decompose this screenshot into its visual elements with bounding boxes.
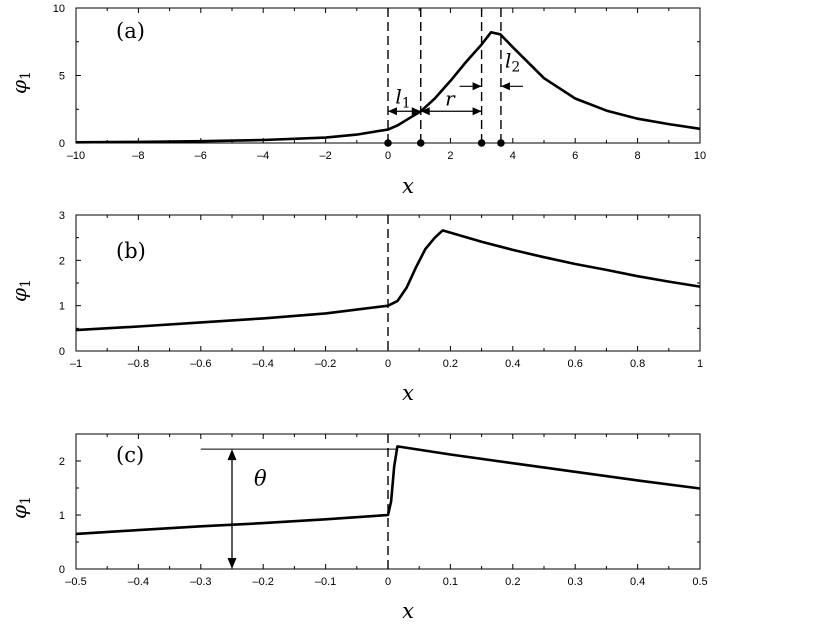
theta-arrow-up: [227, 449, 237, 461]
x-tick-label: 0.2: [505, 576, 520, 588]
l2-arrow-right: [500, 82, 510, 91]
y-axis-label: φ1: [7, 71, 34, 94]
y-tick-label: 3: [59, 210, 65, 222]
y-axis-label: φ1: [7, 279, 34, 302]
l1-arrow-left: [388, 107, 397, 116]
x-tick-label: 0.2: [443, 358, 458, 370]
y-tick-label: 2: [59, 255, 65, 267]
x-tick-label: 8: [635, 150, 641, 162]
x-tick-label: 0.8: [630, 358, 645, 370]
theta-label: θ: [254, 466, 267, 490]
panel-label: (a): [116, 19, 145, 43]
x-tick-label: 6: [572, 150, 578, 162]
y-tick-label: 0: [59, 138, 65, 150]
x-tick-label: –0.2: [252, 576, 273, 588]
y-tick-label: 10: [53, 3, 65, 15]
x-tick-label: –0.3: [190, 576, 211, 588]
x-tick-label: –0.4: [128, 576, 149, 588]
x-tick-label: –0.4: [252, 358, 273, 370]
x-tick-label: 0.1: [443, 576, 458, 588]
x-tick-label: 0: [385, 150, 391, 162]
x-tick-label: –6: [195, 150, 207, 162]
x-tick-label: –0.2: [315, 358, 336, 370]
x-tick-label: 2: [447, 150, 453, 162]
r-arrow-left: [420, 107, 430, 116]
x-tick-label: –8: [132, 150, 144, 162]
y-axis-label-subscript: 1: [18, 71, 34, 80]
y-tick-label: 1: [59, 510, 65, 522]
x-tick-label: 0.6: [568, 358, 583, 370]
x-tick-label: 0.5: [692, 576, 707, 588]
panel-label: (b): [116, 239, 146, 263]
y-axis-label-subscript: 1: [18, 279, 34, 288]
y-tick-label: 5: [59, 71, 65, 83]
l1-label: l1: [395, 84, 410, 111]
x-tick-label: –2: [319, 150, 331, 162]
x-tick-label: 1: [697, 358, 703, 370]
panel-label: (c): [116, 443, 144, 467]
x-tick-label: 4: [510, 150, 516, 162]
x-tick-label: –1: [70, 358, 82, 370]
r-label: r: [445, 86, 456, 110]
y-tick-label: 2: [59, 456, 65, 468]
x-tick-label: –0.8: [128, 358, 149, 370]
y-axis-label: φ1: [7, 496, 34, 519]
x-tick-label: 10: [694, 150, 706, 162]
data-curve: [75, 30, 701, 144]
x-tick-label: 0.4: [505, 358, 520, 370]
l2-label-subscript: 2: [511, 59, 520, 75]
y-axis-label-subscript: 1: [18, 496, 34, 505]
x-tick-label: 0: [385, 358, 391, 370]
y-tick-label: 0: [59, 346, 65, 358]
panel-b: –1 –0.8 –0.6 –0.4 –0.2 0 0.2 0.4 0.6 0.8 1 0 1 2 3 (b) x…: [7, 210, 703, 405]
axis-marker: [477, 139, 486, 147]
axis-marker: [384, 139, 392, 147]
axis-marker: [416, 139, 425, 147]
data-curve: [75, 229, 701, 332]
x-axis-label: x: [402, 381, 414, 405]
y-tick-label: 1: [59, 301, 65, 313]
l2-arrow-left: [472, 82, 482, 91]
x-tick-label: 0.3: [568, 576, 583, 588]
x-tick-label: 0.4: [630, 576, 645, 588]
x-tick-label: –0.1: [315, 576, 336, 588]
l1-label-subscript: 1: [402, 95, 411, 111]
axis-marker: [497, 139, 505, 147]
x-tick-label: –0.5: [65, 576, 86, 588]
r-arrow-right: [472, 107, 482, 116]
x-axis-label: x: [402, 174, 414, 198]
x-tick-label: –0.6: [190, 358, 211, 370]
x-tick-label: –10: [67, 150, 85, 162]
x-tick-label: 0: [385, 576, 391, 588]
y-tick-label: 0: [59, 564, 65, 576]
panel-c: –0.5 –0.4 –0.3 –0.2 –0.1 0 0.1 0.2 0.3 0.4 0.5 0 1 2 (…: [7, 433, 708, 623]
x-axis-label: x: [402, 599, 414, 623]
x-tick-label: –4: [257, 150, 269, 162]
data-curve: [75, 445, 701, 536]
l1-arrow-right: [411, 107, 421, 116]
theta-arrow-down: [227, 558, 237, 569]
